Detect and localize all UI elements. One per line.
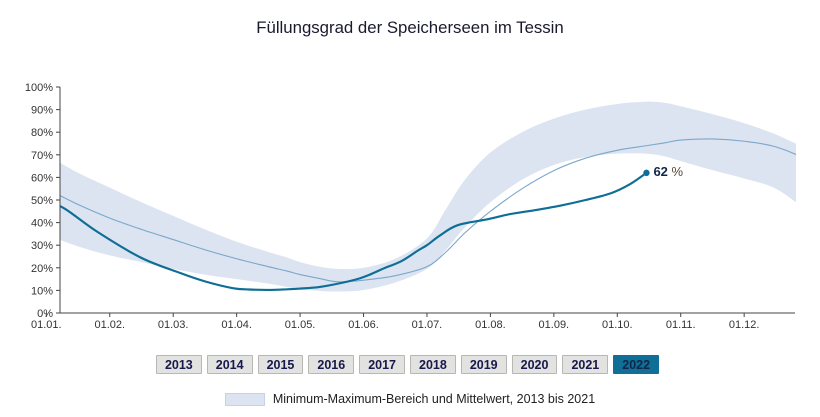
svg-text:40%: 40%: [31, 218, 53, 230]
svg-text:01.09.: 01.09.: [539, 319, 570, 331]
svg-text:01.11.: 01.11.: [666, 319, 696, 331]
svg-text:01.01.: 01.01.: [31, 319, 62, 331]
svg-text:80%: 80%: [31, 127, 53, 139]
svg-text:90%: 90%: [31, 105, 53, 117]
svg-text:70%: 70%: [31, 150, 53, 162]
svg-text:01.03.: 01.03.: [158, 319, 189, 331]
svg-text:01.02.: 01.02.: [94, 319, 125, 331]
svg-text:30%: 30%: [31, 240, 53, 252]
svg-text:01.04.: 01.04.: [221, 319, 252, 331]
svg-text:01.12.: 01.12.: [729, 319, 760, 331]
svg-text:01.10.: 01.10.: [602, 319, 633, 331]
svg-text:01.06.: 01.06.: [348, 319, 379, 331]
svg-text:01.05.: 01.05.: [285, 319, 316, 331]
svg-text:60%: 60%: [31, 172, 53, 184]
svg-text:20%: 20%: [31, 263, 53, 275]
svg-text:01.08.: 01.08.: [475, 319, 506, 331]
svg-text:50%: 50%: [31, 195, 53, 207]
svg-text:10%: 10%: [31, 285, 53, 297]
svg-text:100%: 100%: [25, 82, 53, 94]
svg-text:01.07.: 01.07.: [412, 319, 443, 331]
